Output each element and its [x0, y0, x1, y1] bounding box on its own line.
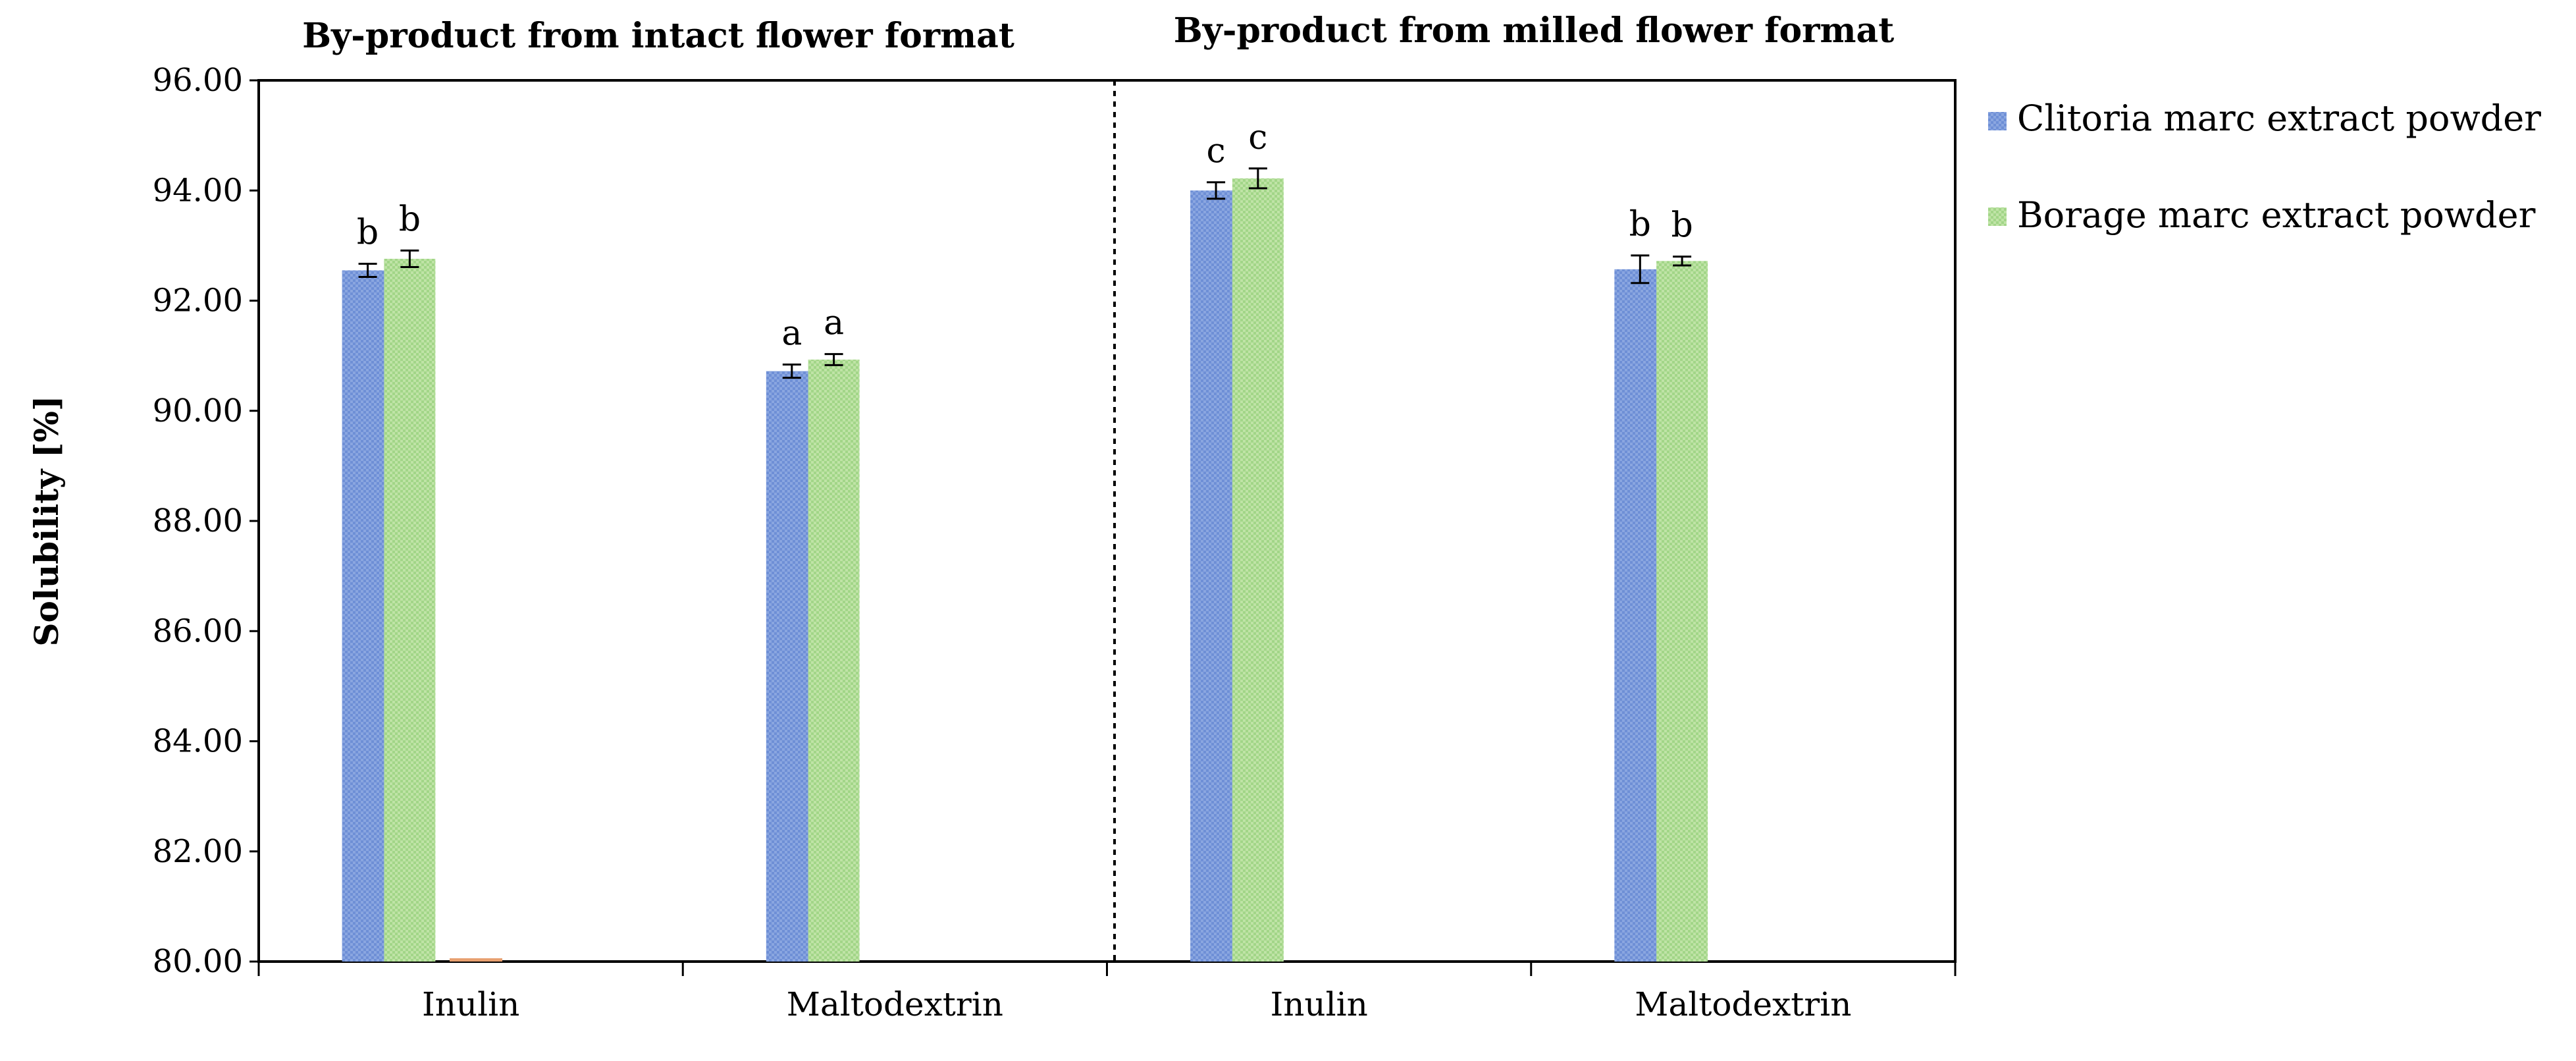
y-axis-ticks: 80.00 82.00 84.00 86.00 88.00 90.00 92.00 94.00…	[153, 62, 259, 980]
significance-letter: a	[824, 304, 844, 343]
bar-borage	[1232, 178, 1284, 962]
bars	[342, 178, 1708, 962]
y-tick-label: 84.00	[153, 723, 243, 760]
x-category-label: Inulin	[1270, 985, 1367, 1023]
bar-borage	[1656, 261, 1708, 962]
y-tick-label: 96.00	[153, 62, 243, 99]
baseline-marker	[450, 958, 502, 962]
y-tick-label: 88.00	[153, 503, 243, 539]
section-title-intact: By-product from intact flower format	[302, 16, 1014, 56]
x-category-label: Maltodextrin	[787, 985, 1003, 1023]
y-tick-label: 94.00	[153, 172, 243, 209]
significance-letter: c	[1248, 118, 1267, 157]
legend-label-borage: Borage marc extract powder	[2017, 194, 2536, 236]
x-axis-ticks: Inulin Maltodextrin Inulin Maltodextrin	[257, 962, 1957, 1023]
significance-letter: b	[1671, 206, 1693, 246]
legend-swatch-clitoria	[1988, 112, 2007, 130]
significance-letter: b	[357, 213, 379, 252]
legend-swatch-borage	[1988, 207, 2007, 226]
x-category-label: Maltodextrin	[1635, 985, 1851, 1023]
y-tick-label: 92.00	[153, 283, 243, 319]
legend-label-clitoria: Clitoria marc extract powder	[2017, 97, 2541, 139]
x-category-label: Inulin	[422, 985, 519, 1023]
y-tick-label: 90.00	[153, 393, 243, 429]
legend: Clitoria marc extract powder Borage marc…	[1988, 97, 2541, 236]
bar-borage	[808, 359, 860, 962]
significance-letter: a	[781, 314, 802, 354]
y-tick-label: 80.00	[153, 943, 243, 980]
significance-letter: b	[1629, 205, 1651, 244]
y-tick-label: 86.00	[153, 612, 243, 649]
y-tick-label: 82.00	[153, 833, 243, 870]
error-bars	[358, 167, 1692, 379]
bar-borage	[384, 258, 436, 962]
y-axis-title: Solubility [%]	[27, 395, 66, 646]
significance-letter: b	[399, 200, 421, 239]
section-title-milled: By-product from milled flower format	[1174, 11, 1895, 51]
significance-letter: c	[1207, 132, 1226, 171]
